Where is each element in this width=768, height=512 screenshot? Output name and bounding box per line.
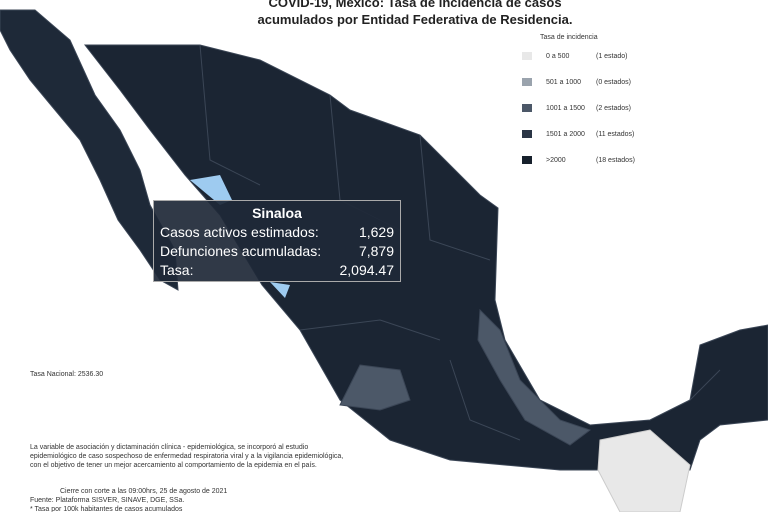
tooltip-label: Casos activos estimados: xyxy=(160,224,319,240)
tooltip-value: 2,094.47 xyxy=(339,262,395,278)
legend-swatch xyxy=(522,78,532,86)
legend-swatch xyxy=(522,130,532,138)
legend-item: 501 a 1000 (0 estados) xyxy=(522,69,682,95)
legend-range: >2000 xyxy=(546,156,566,164)
legend-count: (11 estados) xyxy=(596,130,635,138)
legend-item: >2000 (18 estados) xyxy=(522,147,682,173)
note-line: con el objetivo de tener un mejor acerca… xyxy=(30,462,317,469)
region-light xyxy=(597,429,691,512)
legend-count: (1 estado) xyxy=(596,52,628,60)
legend-range: 1501 a 2000 xyxy=(546,130,585,138)
tooltip-value: 1,629 xyxy=(358,224,394,240)
legend-swatch xyxy=(522,156,532,164)
tooltip-label: Tasa: xyxy=(160,262,194,278)
notes: La variable de asociación y dictaminació… xyxy=(30,443,343,470)
legend-range: 501 a 1000 xyxy=(546,78,582,86)
title-line: acumulados por Entidad Federativa de Res… xyxy=(257,12,573,27)
tooltip-state: Sinaloa xyxy=(252,205,302,221)
mainland xyxy=(83,44,768,471)
legend: Tasa de incidencia 0 a 500 (1 estado) 501 … xyxy=(522,34,682,173)
legend-swatch xyxy=(522,52,532,60)
tooltip-row: Tasa: 2,094.47 xyxy=(160,261,394,280)
note-line: La variable de asociación y dictaminació… xyxy=(30,444,309,451)
legend-range: 1001 a 1500 xyxy=(546,104,585,112)
baja-peninsula xyxy=(0,9,179,291)
footer-line: Cierre con corte a las 09:00hrs, 25 de a… xyxy=(60,488,228,495)
tooltip-row: Defunciones acumuladas: 7,879 xyxy=(160,242,394,261)
tooltip: Sinaloa Casos activos estimados: 1,629 Defu… xyxy=(153,200,401,282)
tooltip-label: Defunciones acumuladas: xyxy=(160,243,322,259)
legend-count: (0 estados) xyxy=(596,78,632,86)
tooltip-row: Casos activos estimados: 1,629 xyxy=(160,223,394,242)
title: COVID-19, México: Tasa de incidencia de … xyxy=(200,0,630,28)
note-line: epidemiológico de caso sospechoso de enf… xyxy=(30,453,344,460)
legend-title: Tasa de incidencia xyxy=(540,34,598,41)
legend-count: (18 estados) xyxy=(596,156,635,164)
title-line: COVID-19, México: Tasa de incidencia de … xyxy=(268,0,562,10)
region-gray xyxy=(477,308,592,446)
legend-swatch xyxy=(522,104,532,112)
region-gray xyxy=(339,364,411,411)
region-highlight xyxy=(190,175,232,205)
legend-count: (2 estados) xyxy=(596,104,632,112)
legend-item: 1001 a 1500 (2 estados) xyxy=(522,95,682,121)
legend-item: 0 a 500 (1 estado) xyxy=(522,43,682,69)
footer: Cierre con corte a las 09:00hrs, 25 de a… xyxy=(30,487,227,512)
footer-line: * Tasa por 100k habitantes de casos acum… xyxy=(30,506,183,512)
legend-item: 1501 a 2000 (11 estados) xyxy=(522,121,682,147)
region-highlight xyxy=(270,282,290,298)
national-rate: Tasa Nacional: 2536.30 xyxy=(30,371,104,378)
footer-line: Fuente: Plataforma SISVER, SINAVE, DGE, … xyxy=(30,497,185,504)
tooltip-value: 7,879 xyxy=(358,243,394,259)
legend-range: 0 a 500 xyxy=(546,52,570,60)
